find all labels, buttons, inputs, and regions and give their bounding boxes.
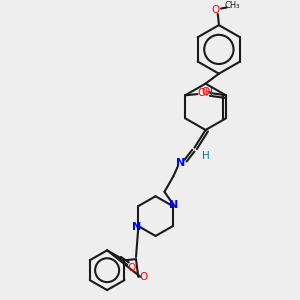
Text: O: O bbox=[212, 5, 220, 15]
Text: OH: OH bbox=[197, 88, 213, 98]
Text: CH₃: CH₃ bbox=[224, 1, 240, 10]
Text: O: O bbox=[202, 87, 210, 97]
Text: H: H bbox=[202, 152, 209, 161]
Text: N: N bbox=[176, 158, 186, 168]
Text: O: O bbox=[140, 272, 148, 282]
Text: O: O bbox=[128, 263, 136, 273]
Text: N: N bbox=[169, 200, 178, 210]
Text: N: N bbox=[133, 222, 142, 232]
